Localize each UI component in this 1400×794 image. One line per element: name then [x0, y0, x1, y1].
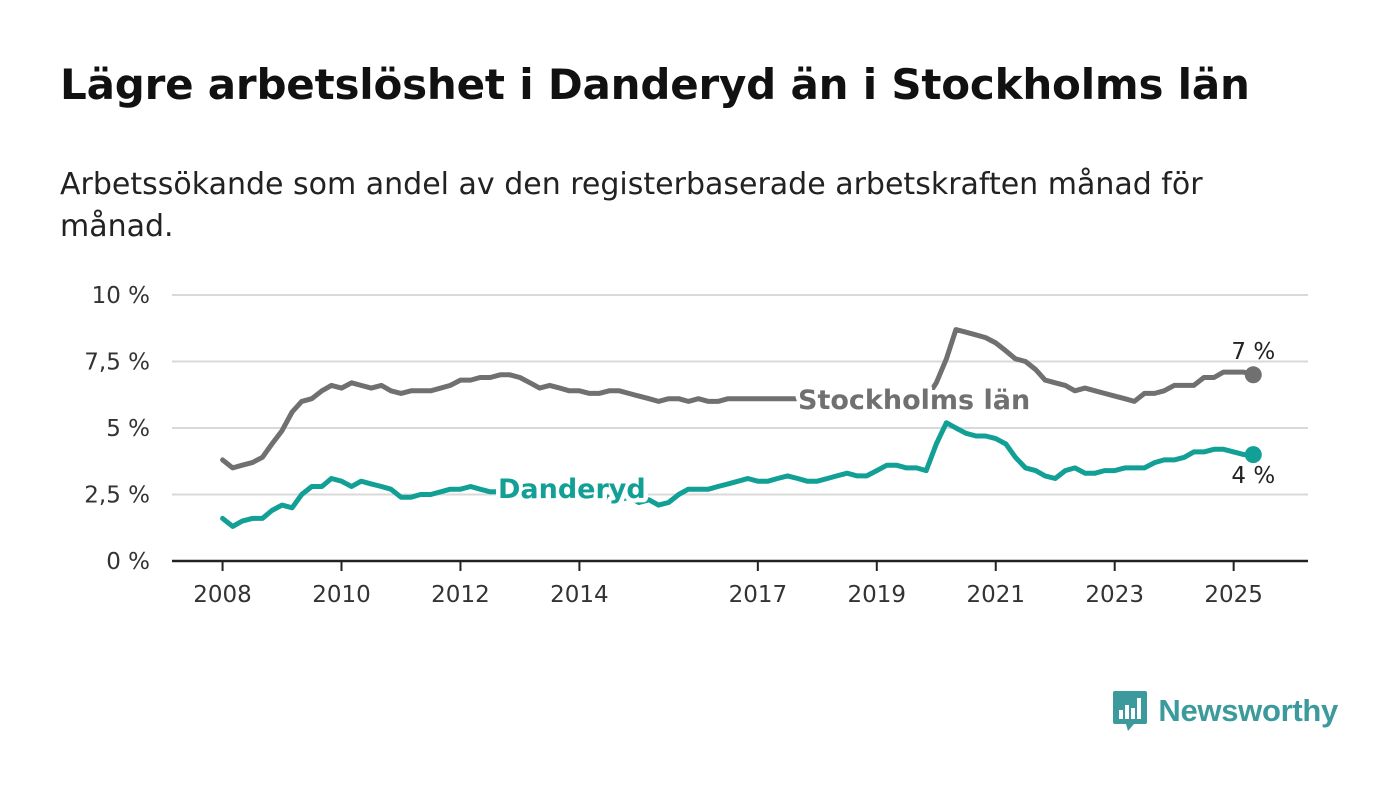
y-tick-label: 2,5 % — [84, 483, 150, 509]
series-line-stockholm — [220, 327, 1256, 471]
y-tick-label: 10 % — [92, 283, 150, 309]
end-value-label: 7 % — [1231, 339, 1275, 365]
x-tick-label: 2019 — [848, 582, 907, 608]
chart-title: Lägre arbetslöshet i Danderyd än i Stock… — [60, 60, 1250, 109]
series-label-danderyd: Danderyd — [498, 474, 646, 505]
brand-name: Newsworthy — [1158, 693, 1338, 728]
series-end-point — [1244, 446, 1262, 464]
chart-subtitle: Arbetssökande som andel av den registerb… — [60, 167, 1203, 244]
x-tick-label: 2008 — [193, 582, 252, 608]
series-end-point — [1244, 366, 1262, 384]
y-tick-label: 7,5 % — [84, 350, 150, 376]
newsworthy-logo-icon — [1113, 691, 1148, 731]
x-tick-label: 2025 — [1204, 582, 1263, 608]
x-tick-label: 2021 — [966, 582, 1025, 608]
x-tick-label: 2017 — [729, 582, 788, 608]
x-tick-label: 2010 — [312, 582, 371, 608]
series-line-danderyd — [220, 420, 1256, 529]
y-tick-label: 5 % — [106, 416, 150, 442]
end-value-label: 4 % — [1231, 463, 1275, 489]
brand-logo: Newsworthy — [1112, 690, 1338, 732]
x-tick-label: 2014 — [550, 582, 609, 608]
x-tick-label: 2023 — [1085, 582, 1144, 608]
series-label-stockholm: Stockholms län — [798, 385, 1030, 416]
x-tick-label: 2012 — [431, 582, 490, 608]
y-tick-label: 0 % — [106, 549, 150, 575]
